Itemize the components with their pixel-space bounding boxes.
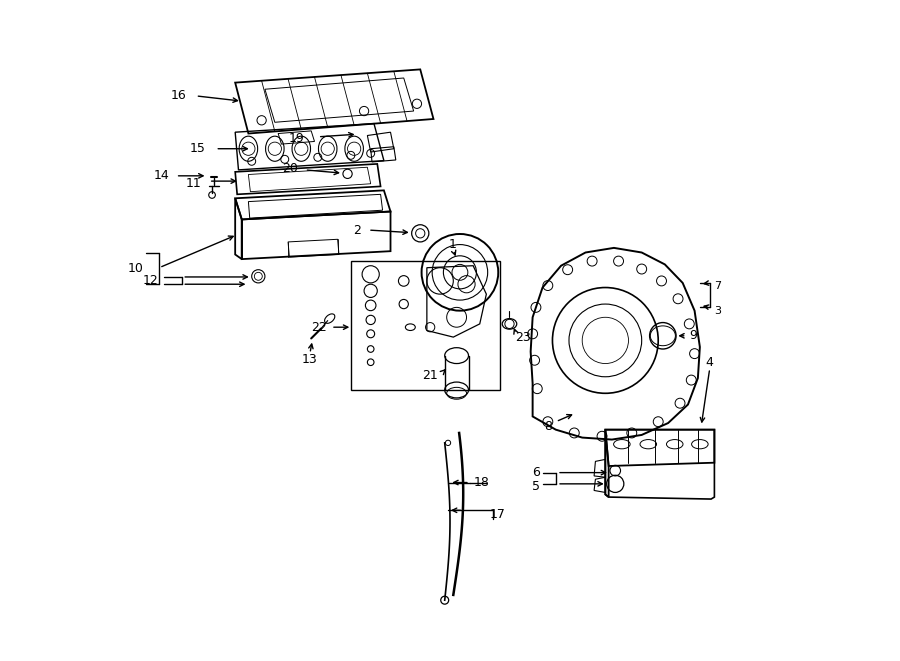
Text: 20: 20	[282, 162, 298, 175]
Text: 19: 19	[289, 132, 304, 145]
Text: 22: 22	[311, 321, 327, 334]
Text: 2: 2	[354, 223, 362, 237]
Text: 7: 7	[715, 280, 722, 291]
Text: 23: 23	[515, 330, 531, 344]
Text: 11: 11	[185, 176, 202, 190]
Text: 4: 4	[706, 356, 714, 369]
Text: 3: 3	[715, 305, 722, 316]
Text: 10: 10	[128, 262, 144, 275]
Bar	[351, 261, 500, 390]
Text: 5: 5	[532, 480, 540, 493]
Text: 8: 8	[544, 420, 552, 433]
Text: 21: 21	[422, 369, 438, 382]
Text: 12: 12	[143, 274, 158, 287]
Text: 13: 13	[302, 353, 318, 366]
Text: 16: 16	[171, 89, 187, 102]
Text: 9: 9	[689, 329, 698, 342]
Text: 17: 17	[490, 508, 506, 521]
Text: 14: 14	[153, 169, 169, 182]
Text: 1: 1	[449, 238, 456, 251]
Text: 15: 15	[190, 142, 205, 155]
Text: 18: 18	[473, 476, 490, 489]
Text: 6: 6	[532, 466, 540, 479]
